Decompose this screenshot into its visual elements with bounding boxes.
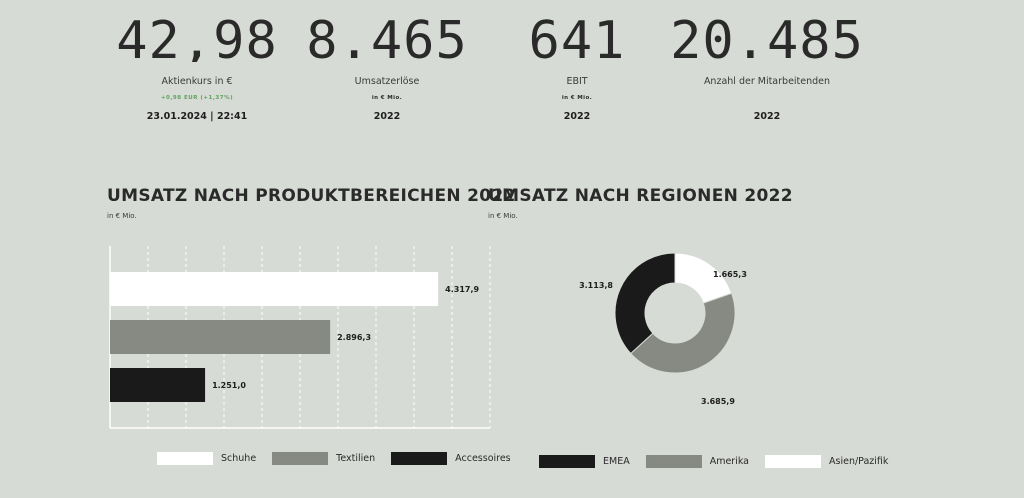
- kpi-value: 20.485: [670, 11, 864, 62]
- donut-chart-unit: in € Mio.: [488, 212, 518, 220]
- kpi-value-display: 42,98: [116, 11, 278, 62]
- legend-swatch: [645, 455, 702, 468]
- legend-swatch: [157, 452, 213, 465]
- legend-label: Accessoires: [455, 453, 511, 464]
- bar-chart: 4.317,9 2.896,3 1.251,0: [109, 246, 491, 429]
- bar-value-label: 2.896,3: [337, 333, 371, 342]
- legend-item-accessoires: Accessoires: [391, 452, 511, 465]
- legend-label: Schuhe: [221, 453, 257, 464]
- slice-amerika: [630, 292, 736, 374]
- kpi-label: EBIT: [566, 76, 588, 87]
- kpi-share-price: 42,98 Aktienkurs in € +0,98 EUR (+1,37%)…: [87, 10, 307, 122]
- kpi-employees: 20.485 Anzahl der Mitarbeitenden – 2022: [657, 10, 877, 122]
- bar-schuhe: [110, 272, 439, 306]
- legend-item-emea: EMEA: [539, 455, 630, 468]
- kpi-unit: in € Mio.: [371, 95, 403, 101]
- kpi-value: 8.465: [306, 11, 468, 62]
- kpi-label: Aktienkurs in €: [161, 76, 233, 87]
- legend-item-schuhe: Schuhe: [157, 452, 256, 465]
- kpi-revenue: 8.465 Umsatzerlöse in € Mio. 2022: [277, 10, 497, 122]
- legend-swatch: [272, 452, 329, 465]
- kpi-unit: in € Mio.: [561, 95, 593, 101]
- donut-chart: 3.113,8 3.685,9 1.665,3: [579, 252, 747, 406]
- kpi-date: 2022: [563, 111, 591, 122]
- donut-chart-title: UMSATZ NACH REGIONEN 2022: [488, 186, 793, 206]
- slice-value-label: 3.685,9: [701, 397, 735, 406]
- bar-value-label: 1.251,0: [212, 381, 246, 390]
- legend-label: Amerika: [709, 456, 750, 467]
- kpi-label: Umsatzerlöse: [354, 76, 420, 87]
- kpi-ebit: 641 EBIT in € Mio. 2022: [467, 10, 687, 122]
- bar-chart-legend: Schuhe Textilien Accessoires: [157, 452, 527, 465]
- legend-label: Textilien: [336, 453, 376, 464]
- kpi-value: 641: [529, 11, 626, 62]
- kpi-value-display: 8.465: [306, 11, 468, 62]
- kpi-label: Anzahl der Mitarbeitenden: [703, 76, 831, 87]
- legend-item-textilien: Textilien: [272, 452, 375, 465]
- legend-label: EMEA: [603, 456, 630, 467]
- kpi-change: +0,98 EUR (+1,37%): [160, 95, 234, 101]
- kpi-value: 42,98: [116, 11, 278, 62]
- legend-label: Asien/Pazifik: [829, 456, 889, 467]
- kpi-date: 2022: [373, 111, 401, 122]
- legend-swatch: [539, 455, 595, 468]
- slice-value-label: 1.665,3: [713, 270, 747, 279]
- kpi-value-display: 641: [529, 11, 626, 62]
- legend-swatch: [765, 455, 822, 468]
- bar-chart-unit: in € Mio.: [107, 212, 137, 220]
- kpi-date: 23.01.2024 | 22:41: [146, 111, 248, 122]
- bar-textilien: [110, 320, 331, 354]
- bar-value-label: 4.317,9: [445, 285, 479, 294]
- bar-accessoires: [110, 368, 206, 402]
- legend-item-asien-pazifik: Asien/Pazifik: [765, 455, 888, 468]
- legend-item-amerika: Amerika: [645, 455, 750, 468]
- legend-swatch: [391, 452, 448, 465]
- donut-chart-legend: EMEA Amerika Asien/Pazifik: [539, 455, 904, 468]
- kpi-value-display: 20.485: [670, 11, 864, 62]
- kpi-date: 2022: [753, 111, 781, 122]
- slice-value-label: 3.113,8: [579, 281, 613, 290]
- slice-emea: [614, 252, 676, 355]
- bar-chart-title: UMSATZ NACH PRODUKTBEREICHEN 2022: [107, 186, 516, 206]
